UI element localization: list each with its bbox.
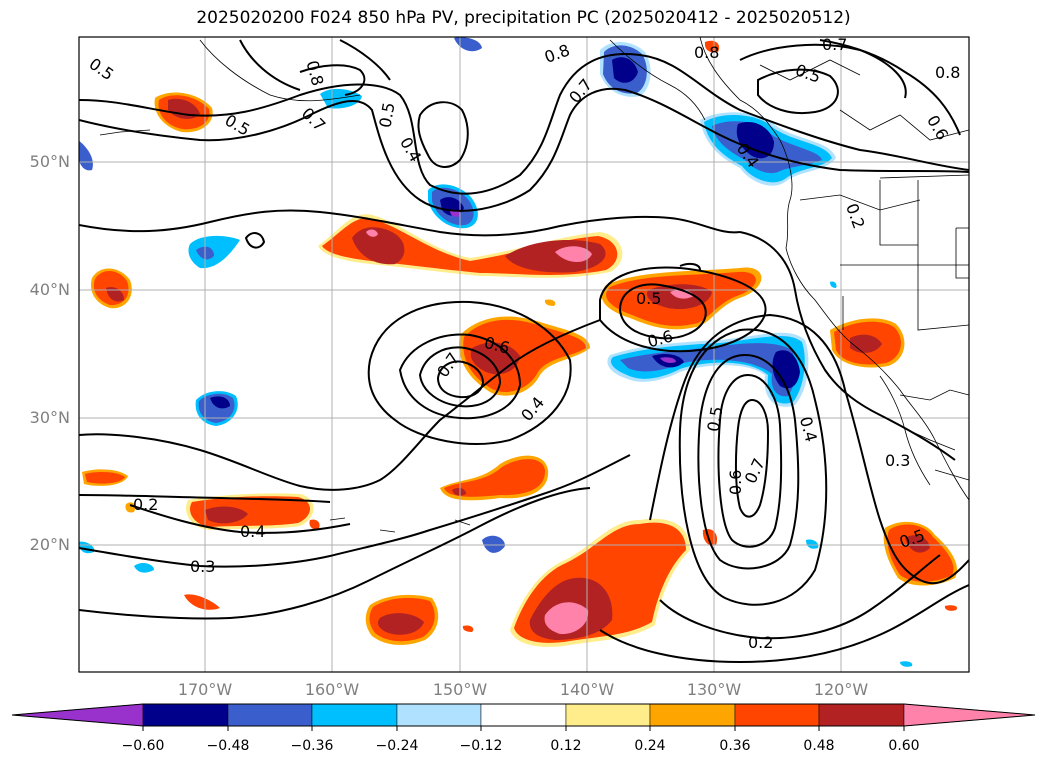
colorbar-swatch: [480, 703, 567, 727]
colorbar-swatch: [565, 703, 651, 727]
plot-frame: [78, 36, 970, 673]
contour-label: 0.4: [240, 522, 265, 541]
contour-label: 0.6: [726, 470, 745, 495]
colorbar-extend-left: [11, 703, 144, 727]
colorbar-swatch: [227, 703, 313, 727]
colorbar-swatch: [142, 703, 229, 727]
colorbar-tick-label: 0.36: [719, 738, 751, 754]
lon-label: 160°W: [304, 680, 360, 699]
colorbar-tick-label: 0.48: [803, 738, 835, 754]
lon-label: 170°W: [177, 680, 233, 699]
colorbar-swatch: [734, 703, 820, 727]
lon-label: 120°W: [813, 680, 869, 699]
contour-label: 0.3: [190, 557, 215, 576]
lat-label: 40°N: [29, 280, 70, 299]
contour-label: 0.7: [822, 35, 847, 54]
contour-label: 0.5: [636, 289, 661, 308]
colorbar-swatch: [818, 703, 905, 727]
contour-label: 0.5: [703, 405, 726, 433]
colorbar-tick-label: 0.60: [888, 738, 920, 754]
colorbar-swatch: [311, 703, 398, 727]
colorbar-tick-label: −0.48: [206, 738, 250, 754]
contour-label: 0.2: [748, 633, 773, 652]
lon-label: 130°W: [686, 680, 742, 699]
lon-label: 140°W: [559, 680, 615, 699]
contour-label: 0.3: [885, 451, 910, 470]
contour-label: 0.8: [694, 43, 719, 62]
colorbar-tick-label: −0.12: [459, 738, 503, 754]
colorbar-tick-label: −0.24: [375, 738, 419, 754]
lon-label: 150°W: [432, 680, 488, 699]
contour-label: 0.5: [375, 101, 398, 129]
colorbar: [11, 703, 1036, 727]
contour-label: 0.2: [133, 495, 158, 514]
contour-labels: 0.5 0.5 0.8 0.7 0.5 0.4 0.8 0.7 0.8 0.7 …: [86, 35, 961, 652]
pv-contours: [79, 39, 969, 664]
colorbar-extend-right: [903, 703, 1036, 727]
figure-title: 2025020200 F024 850 hPa PV, precipitatio…: [196, 8, 851, 28]
colorbar-ticks: [142, 726, 905, 731]
colorbar-tick-label: −0.60: [121, 738, 165, 754]
colorbar-tick-label: 0.12: [550, 738, 582, 754]
lat-label: 50°N: [29, 152, 70, 171]
contour-label: 0.8: [935, 63, 960, 82]
negative-regions: [79, 37, 913, 667]
colorbar-tick-label: −0.36: [290, 738, 334, 754]
colorbar-swatch: [396, 703, 482, 727]
lat-label: 20°N: [29, 535, 70, 554]
colorbar-swatch: [649, 703, 736, 727]
coastlines: [99, 37, 969, 533]
lat-label: 30°N: [29, 408, 70, 427]
colorbar-tick-label: 0.24: [634, 738, 666, 754]
